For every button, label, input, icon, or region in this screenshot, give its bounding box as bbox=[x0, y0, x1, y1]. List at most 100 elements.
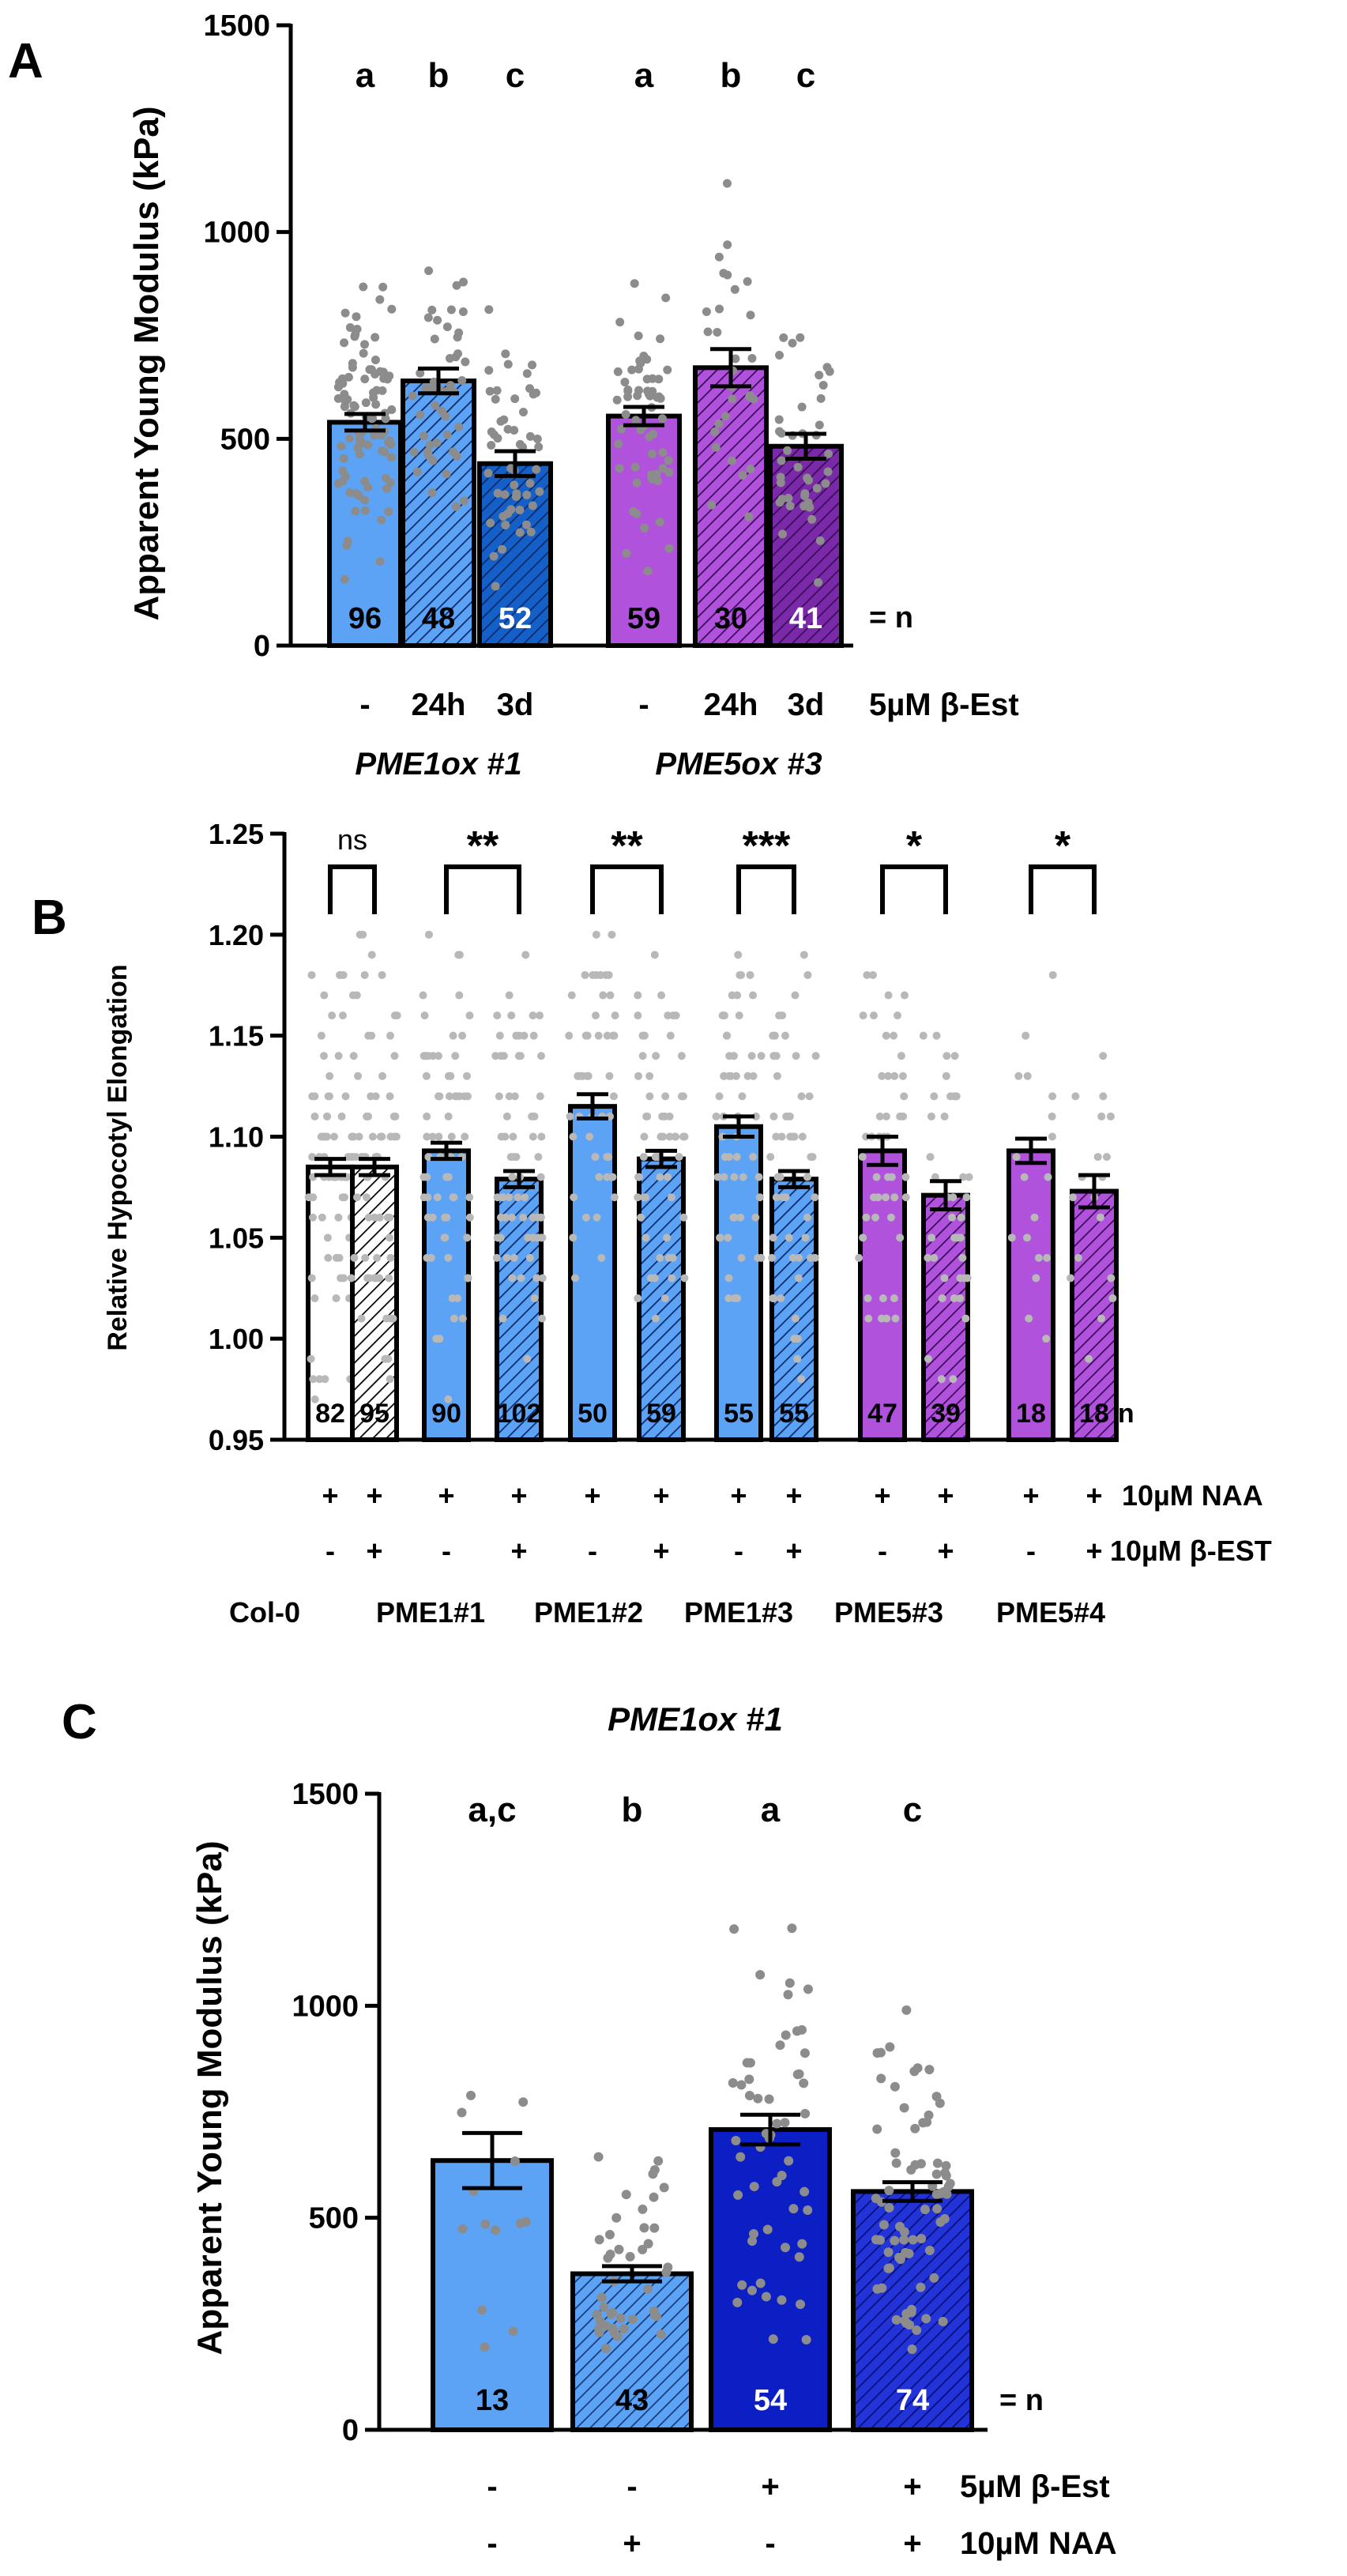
panel-b-data-point bbox=[435, 1052, 443, 1060]
panel-b-data-point bbox=[1068, 1193, 1077, 1202]
panel-a-data-point bbox=[815, 536, 825, 545]
panel-b-data-point bbox=[738, 1092, 747, 1101]
panel-a-data-point bbox=[713, 328, 722, 337]
panel-b-data-point bbox=[1097, 1112, 1106, 1120]
panel-c-data-point bbox=[891, 2158, 901, 2168]
panel-b-data-point bbox=[591, 1153, 600, 1162]
panel-b-data-point bbox=[465, 1213, 474, 1222]
panel-b-naa-sign: + bbox=[874, 1479, 890, 1512]
panel-a-group-pme1ox: PME1ox #1 bbox=[355, 747, 521, 781]
panel-c-y-tick-label: 0 bbox=[342, 2414, 359, 2447]
panel-b-data-point bbox=[664, 1011, 672, 1020]
panel-b-data-point bbox=[451, 1052, 460, 1060]
panel-c-data-point bbox=[922, 2117, 932, 2127]
panel-b-data-point bbox=[569, 1233, 578, 1242]
panel-a-data-point bbox=[612, 395, 622, 405]
panel-b-data-point bbox=[1099, 1052, 1108, 1060]
panel-b-data-point bbox=[721, 1153, 729, 1162]
panel-a-data-point bbox=[491, 582, 500, 591]
panel-b-data-point bbox=[334, 1052, 343, 1060]
panel-c-data-point bbox=[615, 2313, 626, 2323]
panel-b-data-point bbox=[361, 1253, 370, 1262]
panel-b-data-point bbox=[743, 1071, 752, 1080]
panel-b-data-point bbox=[956, 1274, 965, 1282]
panel-a-data-point bbox=[738, 470, 747, 480]
panel-c-data-point bbox=[800, 2186, 810, 2197]
panel-a-data-point bbox=[643, 567, 653, 576]
panel-letter-a: A bbox=[8, 34, 43, 89]
panel-a-data-point bbox=[528, 501, 537, 510]
panel-a-data-point bbox=[743, 277, 752, 286]
panel-b-data-point bbox=[926, 1153, 935, 1162]
panel-a-data-point bbox=[521, 520, 531, 529]
panel-a-data-point bbox=[501, 349, 510, 359]
panel-a-data-point bbox=[387, 405, 397, 414]
panel-c-data-point bbox=[932, 2158, 943, 2168]
panel-a-data-point bbox=[490, 430, 499, 439]
panel-b-data-point bbox=[924, 1253, 932, 1262]
panel-b-data-point bbox=[891, 1314, 900, 1323]
panel-b-data-point bbox=[383, 1213, 392, 1222]
panel-c-data-point bbox=[803, 2205, 813, 2215]
panel-a-data-point bbox=[360, 375, 370, 384]
panel-a-data-point bbox=[745, 392, 754, 401]
panel-a-n-label: 41 bbox=[789, 602, 822, 635]
panel-a-x-tick-label: 24h bbox=[704, 687, 758, 722]
panel-a-data-point bbox=[416, 410, 425, 420]
panel-b-row-label-est: 10µM β-EST bbox=[1110, 1535, 1272, 1567]
panel-b-data-point bbox=[533, 1213, 542, 1222]
panel-b-data-point bbox=[581, 970, 589, 979]
panel-b-data-point bbox=[1102, 1153, 1111, 1162]
panel-b-data-point bbox=[1096, 1213, 1104, 1222]
panel-a-data-point bbox=[360, 506, 370, 515]
panel-a-data-point bbox=[430, 334, 439, 344]
panel-a-data-point bbox=[340, 574, 349, 584]
panel-c-data-point bbox=[875, 2235, 886, 2245]
panel-b-n-label: 18 bbox=[1016, 1399, 1046, 1429]
panel-a-data-point bbox=[535, 487, 544, 496]
panel-b-data-point bbox=[793, 1335, 802, 1343]
panel-a-x-tick-label: - bbox=[638, 687, 649, 722]
panel-b-data-point bbox=[803, 1173, 811, 1181]
panel-c-data-point bbox=[899, 2103, 909, 2113]
panel-a-data-point bbox=[360, 340, 370, 349]
panel-b-data-point bbox=[378, 1132, 386, 1141]
panel-c-data-point bbox=[872, 2284, 882, 2294]
panel-b-data-point bbox=[337, 1112, 346, 1120]
panel-b-data-point bbox=[508, 1274, 517, 1282]
panel-a-data-point bbox=[779, 333, 788, 342]
panel-a-data-point bbox=[664, 544, 674, 553]
panel-a-data-point bbox=[783, 446, 792, 455]
panel-b-data-point bbox=[433, 1193, 442, 1202]
panel-b-data-point bbox=[646, 1274, 655, 1282]
panel-b-n-label: 39 bbox=[931, 1399, 961, 1429]
panel-c-est-sign: - bbox=[487, 2469, 497, 2504]
panel-b-data-point bbox=[724, 1294, 733, 1303]
panel-a-data-point bbox=[451, 502, 461, 511]
panel-c-data-point bbox=[761, 2292, 771, 2302]
panel-b-data-point bbox=[729, 1213, 738, 1222]
panel-b-data-point bbox=[724, 1071, 733, 1080]
panel-b-data-point bbox=[420, 1052, 429, 1060]
panel-b-significance-bracket bbox=[328, 864, 377, 914]
panel-a-data-point bbox=[352, 312, 361, 322]
panel-b-data-point bbox=[769, 1112, 778, 1120]
panel-b-data-point bbox=[859, 1011, 867, 1020]
panel-b-significance-bracket bbox=[444, 864, 521, 914]
panel-c-data-point bbox=[466, 2090, 476, 2100]
panel-b-data-point bbox=[570, 1193, 578, 1202]
panel-c-data-point bbox=[744, 2074, 754, 2085]
panel-b-est-sign: + bbox=[785, 1535, 802, 1567]
panel-c-data-point bbox=[772, 2177, 782, 2187]
panel-a-data-point bbox=[493, 488, 502, 498]
panel-a-data-point bbox=[788, 338, 797, 348]
panel-b-data-point bbox=[794, 1274, 803, 1282]
panel-b-data-point bbox=[739, 1173, 747, 1181]
panel-b-data-point bbox=[1108, 1294, 1117, 1303]
panel-b-data-point bbox=[515, 1031, 524, 1040]
panel-b-bar bbox=[568, 1104, 617, 1443]
panel-b-data-point bbox=[589, 970, 597, 979]
panel-a-data-point bbox=[442, 469, 451, 479]
panel-b-data-point bbox=[946, 1092, 955, 1101]
